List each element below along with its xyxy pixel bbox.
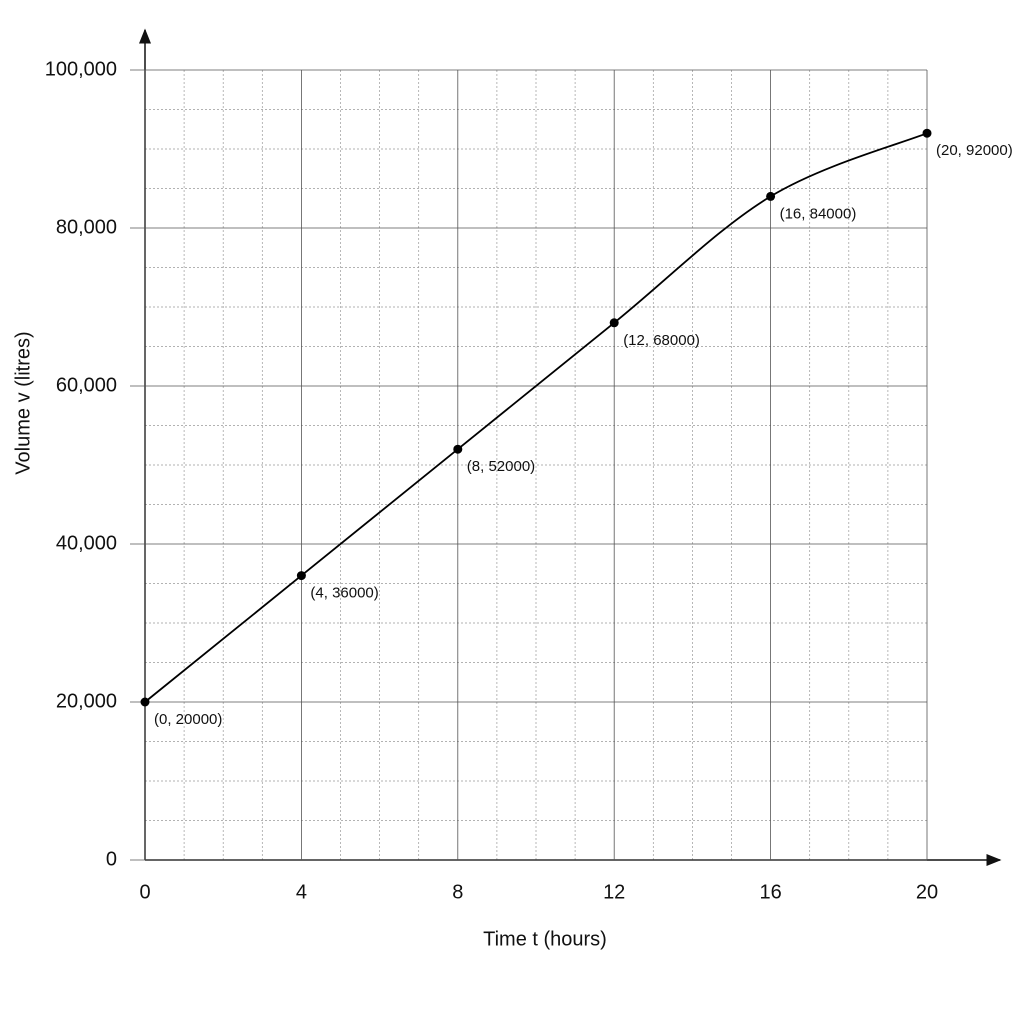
point-label: (12, 68000) [623,332,700,349]
x-tick-label: 4 [296,881,307,903]
x-tick-label: 8 [452,881,463,903]
y-tick-label: 0 [106,848,117,870]
y-tick-label: 40,000 [56,532,117,554]
y-tick-label: 20,000 [56,690,117,712]
y-tick-label: 100,000 [45,58,117,80]
y-axis-title: Volume v (litres) [12,331,34,474]
point [766,191,776,201]
point [609,318,619,328]
x-tick-label: 20 [916,881,938,903]
point-label: (0, 20000) [154,711,222,728]
line [144,132,928,703]
point [922,128,932,138]
point-label: (4, 36000) [310,585,378,602]
y-tick-label: 60,000 [56,374,117,396]
y-tick-label: 80,000 [56,216,117,238]
x-tick-label: 0 [139,881,150,903]
point [453,444,463,454]
point [296,571,306,581]
x-axis-title: Time t (hours) [483,928,607,950]
point-label: (8, 52000) [467,458,535,475]
x-tick-label: 12 [603,881,625,903]
point-label: (16, 84000) [780,205,857,222]
point [140,697,150,707]
point-label: (20, 92000) [936,142,1013,159]
x-tick-label: 16 [759,881,781,903]
